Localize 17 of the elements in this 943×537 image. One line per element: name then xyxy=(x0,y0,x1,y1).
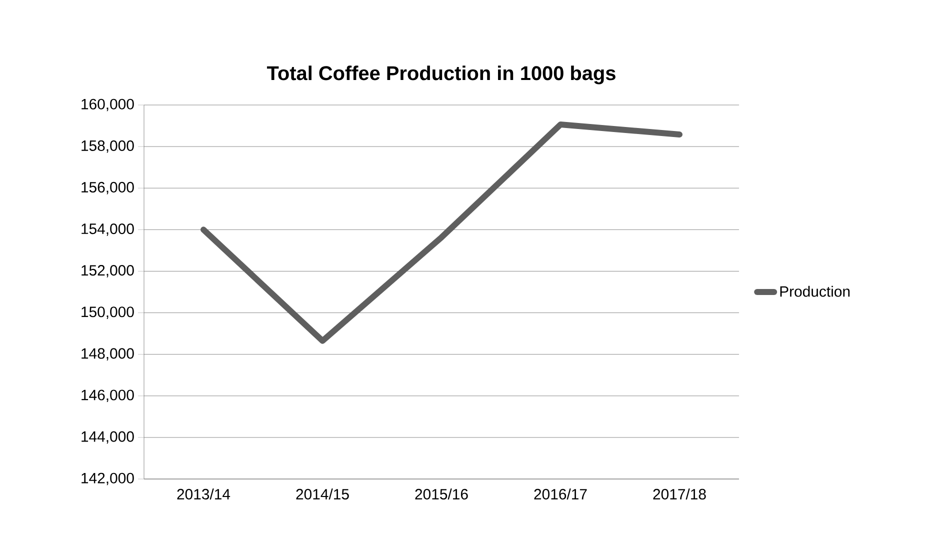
y-tick-label: 144,000 xyxy=(82,431,134,444)
y-tick-label: 142,000 xyxy=(82,472,134,486)
y-tick-label: 148,000 xyxy=(82,348,134,360)
x-tick-label: 2015/16 xyxy=(415,488,468,500)
y-tick-label: 152,000 xyxy=(82,265,134,278)
x-tick-label: 2016/17 xyxy=(534,488,587,500)
y-tick-label: 154,000 xyxy=(82,223,134,236)
y-tick-label: 160,000 xyxy=(82,98,134,112)
y-tick-label: 150,000 xyxy=(82,306,134,319)
x-tick-label: 2017/18 xyxy=(653,488,706,500)
legend-label: Production xyxy=(780,286,850,297)
y-tick-label: 156,000 xyxy=(82,182,134,194)
y-tick-label: 146,000 xyxy=(82,390,134,402)
y-tick-label: 158,000 xyxy=(82,140,134,153)
chart-title: Total Coffee Production in 1000 bags xyxy=(266,66,616,84)
x-tick-label: 2013/14 xyxy=(177,488,230,500)
x-tick-label: 2014/15 xyxy=(296,488,349,500)
